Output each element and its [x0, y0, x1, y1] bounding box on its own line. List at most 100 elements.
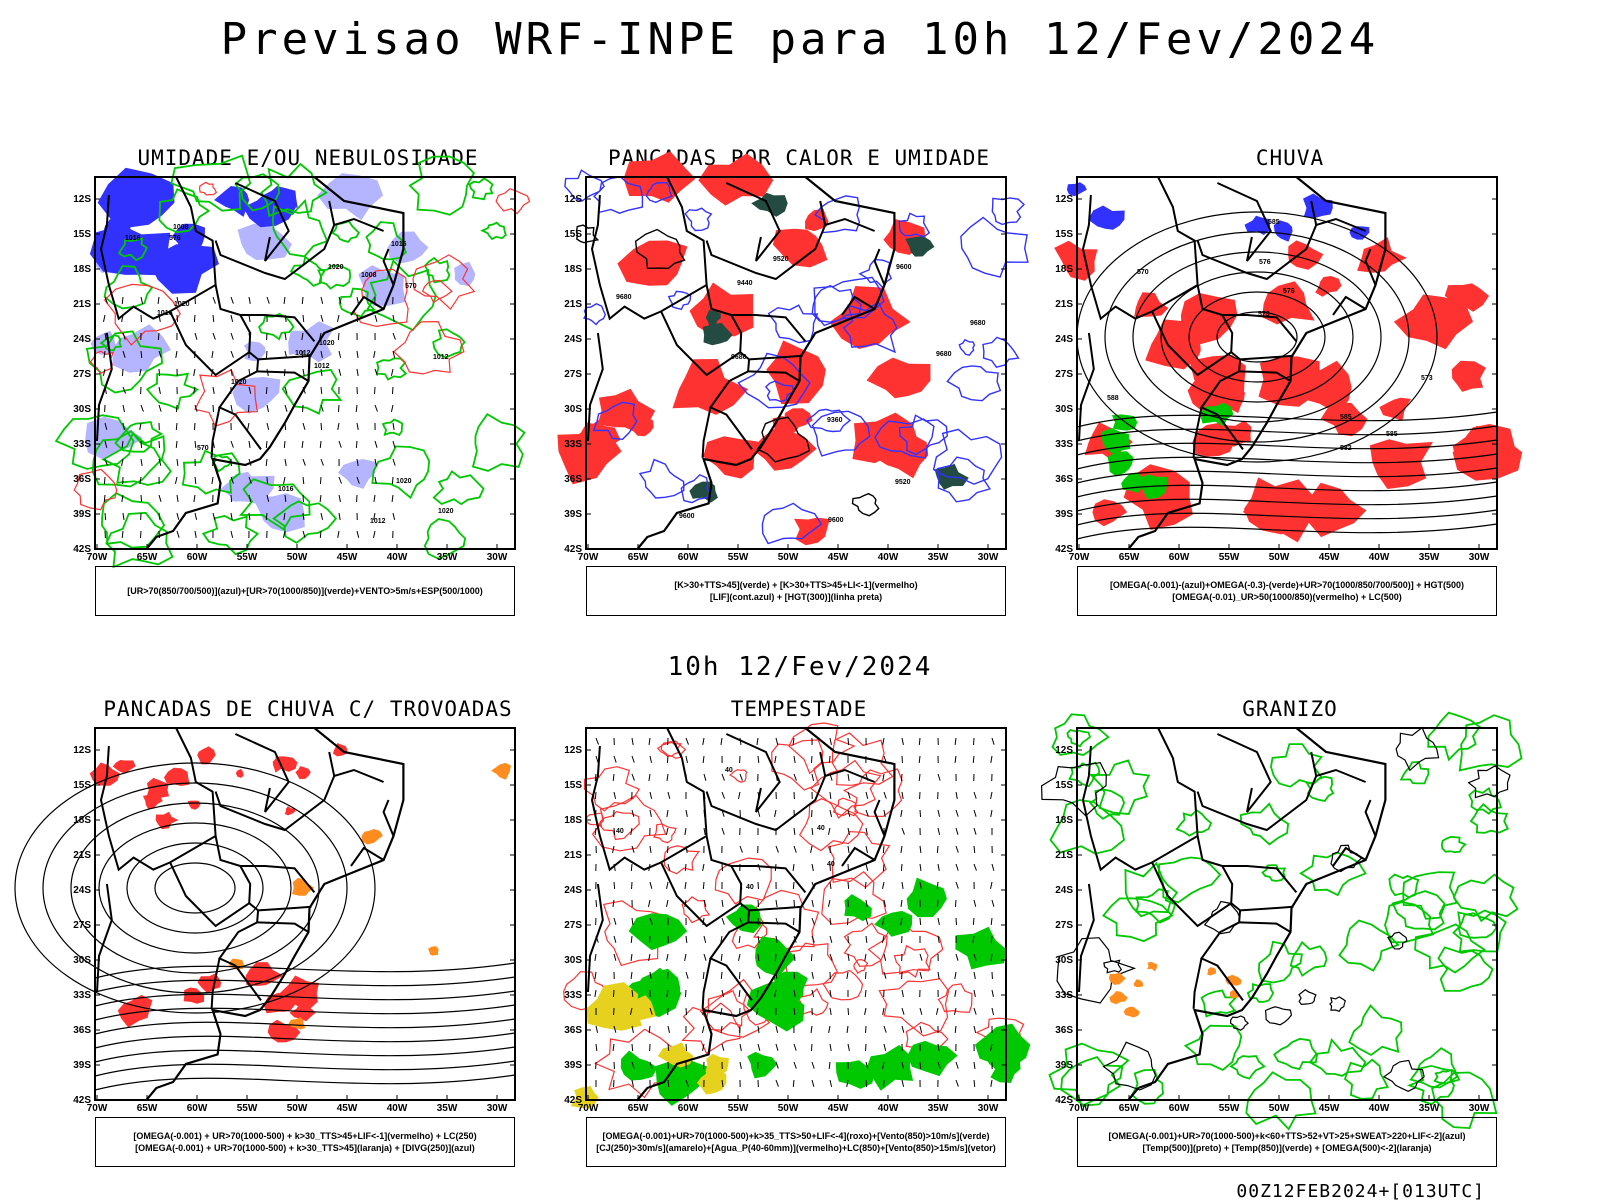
red-area: [752, 428, 817, 470]
wind-vector: [883, 774, 884, 781]
wind-vector: [320, 495, 321, 502]
lat-label: 39S: [1055, 509, 1073, 520]
wind-vector: [338, 405, 339, 412]
state-border: [216, 285, 261, 449]
wind-vector: [847, 972, 848, 979]
wind-vector: [284, 477, 285, 484]
wind-vector: [794, 900, 795, 907]
wind-vector: [722, 1044, 724, 1051]
contour-label: 570: [405, 283, 417, 290]
wind-vector: [231, 369, 232, 376]
wind-vector: [848, 846, 849, 853]
wind-vector: [758, 900, 759, 907]
wind-vector: [937, 900, 938, 907]
wind-vector: [740, 1062, 741, 1069]
wind-vector: [901, 774, 902, 781]
contour-label: 9600: [896, 264, 912, 271]
wind-vector: [812, 972, 813, 979]
wind-vector: [392, 477, 393, 484]
lat-label: 33S: [1055, 990, 1073, 1001]
wind-vector: [631, 828, 632, 835]
green-contours-line: [1231, 1056, 1264, 1079]
wind-vector: [614, 918, 616, 925]
wind-vector: [213, 315, 214, 322]
wind-vector: [991, 918, 992, 925]
coastline: [637, 177, 894, 549]
green-contours-line: [434, 471, 484, 504]
red-contours-line: [715, 858, 771, 904]
wind-vector: [339, 441, 341, 448]
lon-label: 40W: [878, 1103, 899, 1114]
contour-label: 9360: [827, 417, 843, 424]
state-border: [1366, 800, 1376, 836]
wind-vector: [703, 972, 704, 979]
wind-vector: [901, 810, 902, 817]
legend-line: [OMEGA(-0.01)_UR>50(1000/850)(vermelho) …: [1172, 591, 1402, 603]
panel-title: TEMPESTADE: [549, 697, 1049, 721]
lat-label: 15S: [564, 229, 582, 240]
wind-vector: [303, 423, 305, 430]
green-contours-line: [283, 370, 341, 414]
lat-label: 18S: [73, 815, 91, 826]
wind-vector: [595, 828, 596, 835]
contour-label: 588: [1107, 395, 1119, 402]
wind-vector: [175, 477, 177, 484]
red-area: [1370, 439, 1433, 489]
wind-vector: [631, 864, 632, 871]
green-area: [1121, 472, 1143, 493]
lon-label: 55W: [728, 1103, 749, 1114]
blue-contours-line: [992, 198, 1024, 225]
wind-vector: [249, 297, 250, 304]
lon-label: 55W: [1219, 552, 1240, 563]
wind-vector: [776, 900, 777, 907]
lon-label: 30W: [1469, 552, 1490, 563]
lat-label: 30S: [73, 404, 91, 415]
lat-label: 18S: [1055, 264, 1073, 275]
state-border: [212, 407, 220, 457]
wind-vector: [158, 333, 159, 340]
contour-label: 576: [1259, 259, 1271, 266]
wind-vector: [938, 828, 940, 835]
contour-label: 1016: [278, 486, 294, 493]
wind-vector: [794, 846, 796, 853]
red-contours-line: [423, 281, 452, 303]
state-border: [216, 776, 335, 830]
wind-vector: [285, 405, 287, 412]
legend-line: [OMEGA(-0.001) + UR>70(1000-500) + k>30_…: [135, 1142, 475, 1154]
wind-vector: [704, 774, 706, 781]
wind-vector: [848, 774, 849, 781]
state-border: [170, 862, 249, 926]
wind-vector: [902, 792, 903, 799]
wind-vector: [974, 990, 975, 997]
green-contours-line: [1186, 1026, 1242, 1070]
black-contours-line: [1231, 1016, 1249, 1030]
wind-vector: [596, 900, 597, 907]
wind-vector: [357, 531, 359, 538]
wind-vector: [956, 864, 958, 871]
wind-vector: [667, 756, 668, 763]
wind-vector: [830, 882, 831, 889]
wind-vector: [105, 513, 106, 520]
wind-vector: [992, 864, 994, 871]
blue-contours-line: [769, 305, 818, 343]
wind-vector: [920, 1026, 922, 1033]
wind-vector: [919, 774, 920, 781]
blue-contours-line: [685, 208, 711, 230]
wind-vector: [667, 810, 668, 817]
wind-vector: [303, 315, 304, 322]
wind-vector: [902, 738, 903, 745]
wind-vector: [123, 405, 124, 412]
wind-vector: [758, 756, 759, 763]
lat-label: 27S: [564, 920, 582, 931]
wind-vector: [955, 756, 956, 763]
state-border: [1333, 297, 1366, 315]
wind-vector: [902, 828, 904, 835]
wind-vector: [266, 387, 267, 394]
wind-vector: [956, 828, 958, 835]
legend-line: [Temp(500)](preto) + [Temp(850)](verde) …: [1143, 1142, 1432, 1154]
wind-vector: [302, 441, 303, 448]
wind-vector: [722, 900, 723, 907]
wind-vector: [177, 495, 178, 502]
wind-vector: [812, 1080, 814, 1087]
